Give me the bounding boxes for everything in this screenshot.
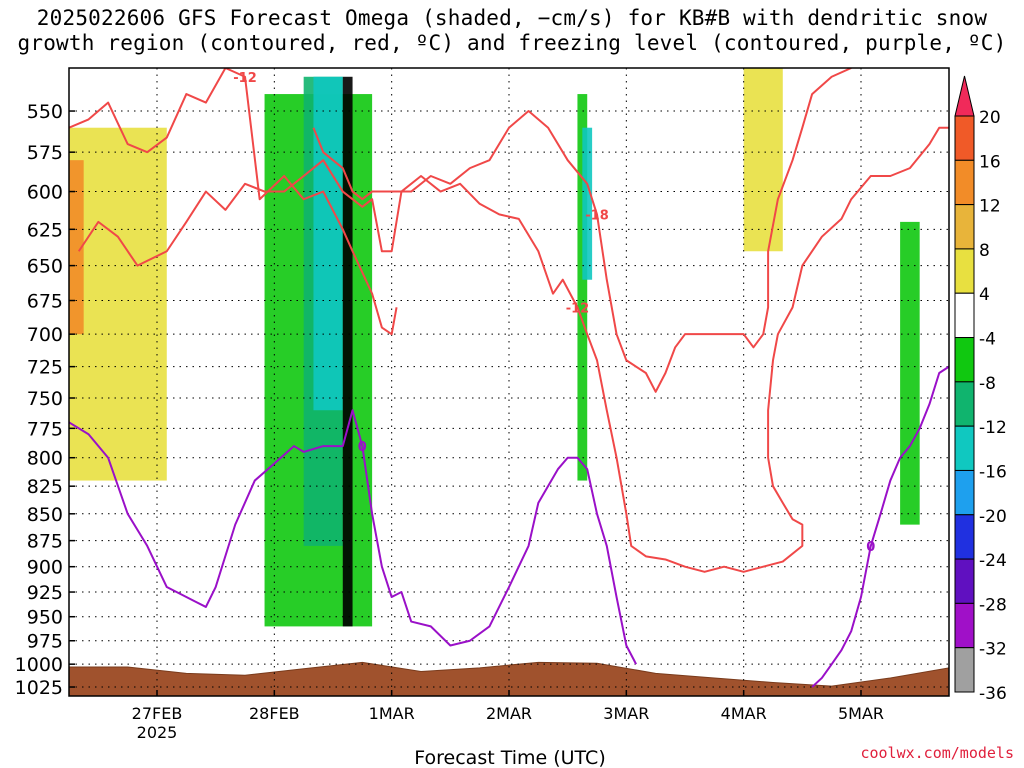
omega-band-0 [69, 127, 167, 481]
colorbar-label-1: 16 [979, 152, 1001, 172]
y-tick-label-800: 800 [27, 448, 63, 470]
y-tick-label-675: 675 [27, 291, 63, 313]
x-tick-label-2MAR: 2MAR [486, 704, 532, 723]
colorbar-label-8: -16 [979, 462, 1007, 482]
colorbar-label-2: 12 [979, 197, 1001, 217]
colorbar-box-5 [954, 292, 975, 339]
x-tick-label-3MAR: 3MAR [603, 704, 649, 723]
colorbar-label-11: -28 [979, 595, 1007, 615]
colorbar-top-arrow [954, 75, 975, 117]
colorbar-box-4 [954, 248, 975, 294]
y-tick-label-700: 700 [27, 324, 63, 346]
contour-label-2: -18 [585, 208, 609, 223]
y-axis-ticks: 550 575 600 625 650 675 700 725 750 775 800 825 850 8… [15, 101, 75, 699]
temperature-contours: -12 -12 -18 0 0 [69, 68, 949, 688]
contour-line-1 [77, 126, 949, 573]
y-tick-label-850: 850 [27, 504, 63, 526]
y-tick-label-625: 625 [27, 219, 63, 241]
colorbar-label-9: -20 [979, 507, 1007, 527]
omega-band-1 [69, 160, 84, 335]
omega-band-5 [342, 76, 353, 627]
colorbar-label-4: 4 [979, 285, 990, 305]
colorbar-box-7 [954, 381, 975, 427]
y-tick-label-575: 575 [27, 142, 63, 164]
chart-title-line-2: growth region (contoured, red, ºC) and f… [17, 31, 1007, 55]
y-tick-label-950: 950 [27, 607, 63, 629]
color-bar-legend: 20 16 12 8 4 -4 -8 -12 -16 -20 -24 -28 -32 -36 [954, 75, 1007, 704]
y-tick-label-550: 550 [27, 101, 63, 123]
y-tick-label-775: 775 [27, 418, 63, 440]
colorbar-label-3: 8 [979, 241, 990, 261]
colorbar-label-10: -24 [979, 551, 1007, 571]
y-tick-label-875: 875 [27, 531, 63, 553]
contour-line-3 [69, 409, 637, 665]
colorbar-label-5: -4 [979, 330, 996, 350]
y-tick-label-650: 650 [27, 256, 63, 278]
x-tick-label-28FEB: 28FEB [249, 704, 300, 723]
y-tick-label-725: 725 [27, 357, 63, 379]
x-tick-sublabel-27FEB: 2025 [137, 723, 178, 742]
colorbar-label-12: -32 [979, 640, 1007, 660]
x-tick-label-4MAR: 4MAR [721, 704, 767, 723]
y-tick-label-825: 825 [27, 476, 63, 498]
omega-band-8 [900, 221, 920, 525]
contour-label-3: 0 [358, 440, 367, 455]
colorbar-box-3 [954, 204, 975, 250]
contour-line-0 [69, 68, 398, 336]
omega-band-6 [577, 94, 588, 481]
colorbar-label-13: -36 [979, 684, 1007, 704]
contour-line-2 [312, 68, 852, 393]
colorbar-box-2 [954, 159, 975, 206]
contour-label-1: -12 [566, 301, 590, 316]
colorbar-box-12 [954, 602, 975, 649]
y-tick-label-925: 925 [27, 582, 63, 604]
colorbar-box-6 [954, 337, 975, 383]
colorbar-label-0: 20 [979, 108, 1001, 128]
credit-text: coolwx.com/models [860, 744, 1014, 762]
y-tick-label-975: 975 [27, 631, 63, 653]
contour-line-4 [811, 365, 949, 688]
plot-grid [69, 68, 949, 696]
x-tick-label-1MAR: 1MAR [369, 704, 415, 723]
colorbar-box-11 [954, 558, 975, 604]
colorbar-box-13 [954, 647, 975, 693]
contour-label-0: -12 [233, 71, 257, 86]
y-tick-label-1025: 1025 [15, 677, 63, 699]
colorbar-label-6: -8 [979, 374, 996, 394]
x-axis-label: Forecast Time (UTC) [414, 747, 605, 768]
colorbar-label-7: -12 [979, 418, 1007, 438]
y-tick-label-900: 900 [27, 557, 63, 579]
y-tick-label-1000: 1000 [15, 654, 63, 676]
colorbar-box-9 [954, 469, 975, 516]
omega-band-9 [743, 68, 783, 252]
chart-title-line-1: 2025022606 GFS Forecast Omega (shaded, −… [36, 6, 988, 30]
omega-shading [69, 68, 920, 627]
x-tick-label-5MAR: 5MAR [838, 704, 884, 723]
y-tick-label-600: 600 [27, 182, 63, 204]
chart-title: 2025022606 GFS Forecast Omega (shaded, −… [0, 6, 1024, 56]
x-tick-label-27FEB: 27FEB [132, 704, 183, 723]
contour-label-4: 0 [866, 540, 875, 555]
omega-band-4 [313, 76, 343, 411]
omega-band-7 [582, 127, 593, 280]
y-tick-label-750: 750 [27, 388, 63, 410]
colorbar-box-10 [954, 514, 975, 560]
colorbar-box-8 [954, 425, 975, 471]
colorbar-box-1 [954, 115, 975, 161]
